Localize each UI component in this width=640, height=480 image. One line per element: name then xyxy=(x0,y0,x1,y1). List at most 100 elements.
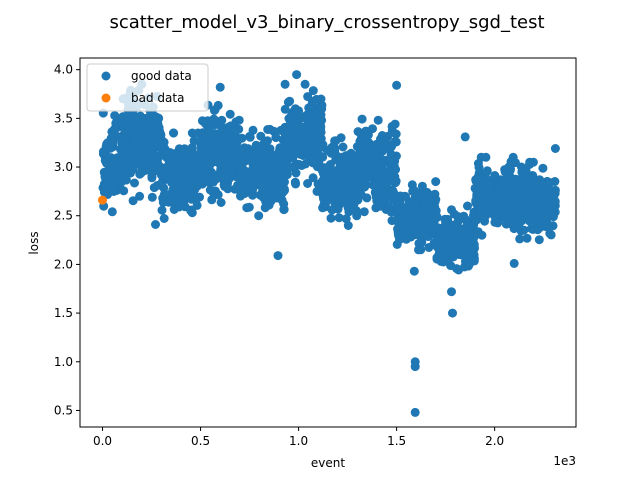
data-point-good xyxy=(434,242,444,252)
data-point-good xyxy=(258,193,268,203)
data-point-good xyxy=(525,160,534,169)
data-point-good xyxy=(129,142,139,152)
data-point-good xyxy=(216,198,226,207)
data-point-good xyxy=(170,149,180,159)
data-point-good xyxy=(473,159,483,168)
data-point-good xyxy=(387,154,396,164)
data-point-good xyxy=(223,184,233,194)
data-point-good xyxy=(181,185,191,195)
data-point-good xyxy=(481,152,491,162)
data-point-good xyxy=(318,140,328,150)
data-point-good xyxy=(327,205,337,215)
data-point-good xyxy=(240,189,249,199)
data-point-good xyxy=(135,191,145,201)
data-point-good xyxy=(212,174,221,184)
data-point-good xyxy=(265,193,275,203)
x-axis: 0.0 0.5 1.0 1.5 2.0 xyxy=(93,427,504,448)
data-point-good xyxy=(357,114,367,124)
data-point-good xyxy=(236,168,246,178)
data-point-good xyxy=(244,202,254,212)
data-point-good xyxy=(500,167,510,177)
data-point-good xyxy=(414,238,424,248)
data-point-good xyxy=(432,224,442,234)
data-point-good xyxy=(158,198,168,207)
data-point-good xyxy=(268,156,278,166)
data-point-good xyxy=(157,205,167,215)
data-point-good xyxy=(410,407,420,417)
data-point-good xyxy=(254,147,263,157)
data-point-good xyxy=(285,150,295,159)
data-point-good xyxy=(294,106,304,116)
data-point-good xyxy=(390,165,400,175)
legend-marker-good-data xyxy=(101,71,111,81)
data-point-good xyxy=(297,113,307,123)
data-point-good xyxy=(124,160,134,170)
data-point-good xyxy=(361,126,371,136)
data-point-good xyxy=(279,184,289,194)
data-point-good xyxy=(280,79,290,89)
data-point-good xyxy=(245,131,255,141)
data-point-good xyxy=(313,120,323,130)
data-point-good xyxy=(538,203,548,213)
data-point-good xyxy=(303,179,313,188)
chart-title: scatter_model_v3_binary_crossentropy_sgd… xyxy=(109,12,544,33)
data-point-good xyxy=(235,158,245,168)
data-point-good xyxy=(167,178,177,188)
x-axis-offset-label: 1e3 xyxy=(553,454,576,468)
data-point-good xyxy=(362,145,372,155)
data-point-good xyxy=(325,177,335,187)
data-point-good xyxy=(514,221,524,231)
data-point-good xyxy=(142,126,152,136)
y-tick-label: 2.0 xyxy=(54,257,73,271)
data-point-good xyxy=(361,171,371,181)
data-point-good xyxy=(209,114,219,124)
y-tick-label: 4.0 xyxy=(54,63,73,77)
data-point-good xyxy=(213,100,223,110)
data-point-good xyxy=(321,184,331,194)
data-point-good xyxy=(448,308,457,318)
data-point-good xyxy=(387,141,397,151)
data-point-good xyxy=(515,234,525,244)
data-point-good xyxy=(318,152,328,162)
data-point-good xyxy=(441,219,451,228)
data-point-good xyxy=(532,178,541,188)
y-tick-label: 3.5 xyxy=(54,111,73,125)
data-point-good xyxy=(417,190,427,200)
data-point-good xyxy=(132,126,142,136)
data-point-good xyxy=(365,154,375,164)
data-point-good xyxy=(524,195,534,205)
x-tick-label: 2.0 xyxy=(485,434,504,448)
points-layer xyxy=(98,70,560,417)
data-point-good xyxy=(490,217,500,227)
data-point-good xyxy=(229,127,239,137)
data-point-good xyxy=(361,161,370,171)
data-point-good xyxy=(446,245,456,255)
data-point-good xyxy=(159,214,169,223)
data-point-good xyxy=(160,163,170,173)
data-point-good xyxy=(110,111,120,121)
data-point-good xyxy=(353,195,363,205)
data-point-good xyxy=(545,193,555,203)
data-point-good xyxy=(442,238,452,248)
data-point-good xyxy=(152,116,162,126)
data-point-good xyxy=(221,172,230,182)
x-tick-label: 0.5 xyxy=(191,434,210,448)
data-point-good xyxy=(150,162,160,172)
data-point-good xyxy=(373,115,383,125)
data-point-good xyxy=(417,181,427,191)
data-point-good xyxy=(343,221,353,230)
data-point-good xyxy=(490,171,500,180)
legend-marker-bad-data xyxy=(101,93,111,103)
data-point-good xyxy=(447,205,456,215)
data-point-good xyxy=(334,213,344,223)
data-point-good xyxy=(452,264,462,274)
data-point-good xyxy=(297,161,307,170)
data-point-good xyxy=(431,177,441,187)
data-point-good xyxy=(420,200,429,210)
data-point-good xyxy=(396,205,406,214)
data-point-good xyxy=(419,208,428,217)
data-point-good xyxy=(147,192,157,202)
data-point-good xyxy=(136,140,146,150)
data-point-good xyxy=(415,230,425,240)
data-point-good xyxy=(307,138,317,148)
